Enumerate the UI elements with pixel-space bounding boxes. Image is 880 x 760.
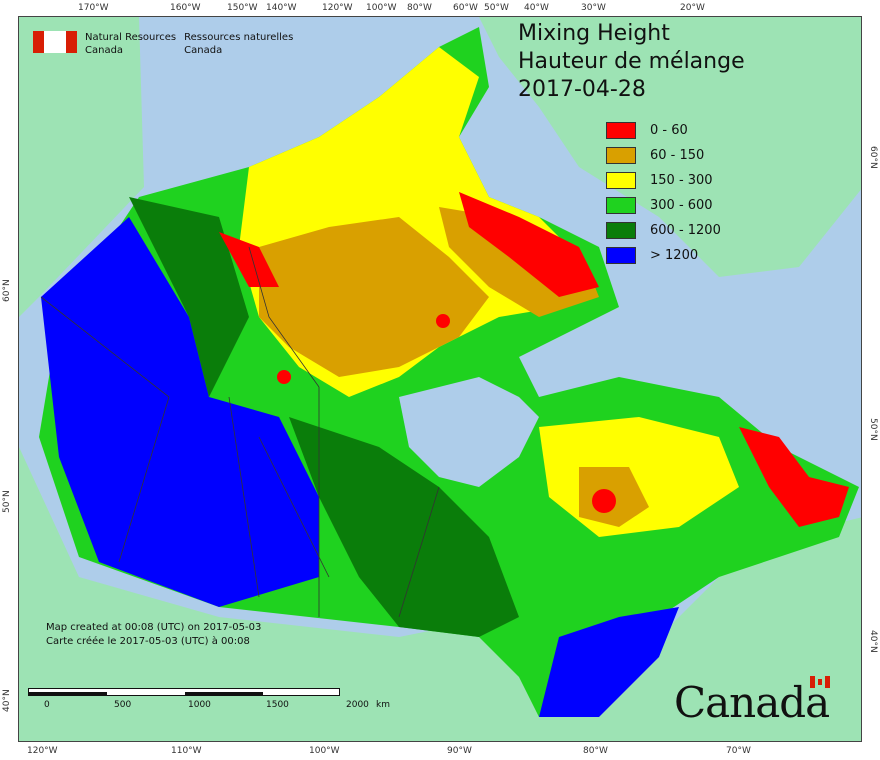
- legend-swatch: [606, 122, 636, 139]
- agency-name-en: Natural Resources Canada: [85, 31, 176, 57]
- map-canvas: Natural Resources Canada Ressources natu…: [18, 16, 862, 742]
- tick-label: 100°W: [309, 746, 340, 756]
- scale-label: 1000: [188, 700, 211, 710]
- province-borders: [40, 246, 440, 618]
- tick-label: 60°N: [868, 146, 878, 169]
- greenland-land: [479, 17, 861, 277]
- darkgreen-zone-b: [289, 417, 519, 637]
- wordmark-flag-icon: [810, 676, 830, 688]
- legend-swatch: [606, 247, 636, 264]
- legend-label: 60 - 150: [650, 148, 705, 163]
- tick-label: 50°N: [868, 418, 878, 441]
- tick-label: 40°N: [2, 689, 12, 712]
- agency-name-fr: Ressources naturelles Canada: [184, 31, 293, 57]
- legend-swatch: [606, 172, 636, 189]
- tick-label: 60°N: [2, 279, 12, 302]
- legend-swatch: [606, 197, 636, 214]
- legend-label: 300 - 600: [650, 198, 713, 213]
- tick-label: 120°W: [27, 746, 58, 756]
- scale-label: 0: [44, 700, 50, 710]
- tick-label: 60°W: [453, 3, 478, 13]
- tick-label: 100°W: [366, 3, 397, 13]
- orange-zone-north: [259, 217, 489, 377]
- mixing-height-map: [19, 17, 861, 741]
- title-en: Mixing Height: [518, 21, 670, 46]
- tick-label: 170°W: [78, 3, 109, 13]
- blue-zone-east: [539, 607, 679, 717]
- agency-en-line2: Canada: [85, 45, 124, 56]
- usa-land: [19, 447, 861, 741]
- legend-label: > 1200: [650, 248, 699, 263]
- canada-wordmark: Canada: [674, 678, 830, 727]
- creation-note: Map created at 00:08 (UTC) on 2017-05-03…: [46, 621, 261, 649]
- red-spot: [592, 489, 616, 513]
- darkgreen-zone-a: [129, 197, 249, 397]
- tick-label: 80°W: [407, 3, 432, 13]
- scale-unit: km: [376, 700, 390, 710]
- red-spot: [436, 314, 450, 328]
- tick-label: 160°W: [170, 3, 201, 13]
- title-fr: Hauteur de mélange: [518, 49, 745, 74]
- scale-label: 500: [114, 700, 132, 710]
- legend-swatch: [606, 222, 636, 239]
- agency-fr-line2: Canada: [184, 45, 223, 56]
- scale-label: 1500: [266, 700, 289, 710]
- hudson-bay: [399, 377, 539, 487]
- agency-fr-line1: Ressources naturelles: [184, 32, 294, 43]
- tick-label: 20°W: [680, 3, 705, 13]
- red-zone-baffin: [459, 192, 599, 297]
- tick-label: 30°W: [581, 3, 606, 13]
- tick-label: 80°W: [583, 746, 608, 756]
- tick-label: 110°W: [171, 746, 202, 756]
- red-spot: [277, 370, 291, 384]
- map-title: Mixing Height Hauteur de mélange 2017-04…: [518, 20, 745, 104]
- scale-bar-graphic: [28, 688, 340, 696]
- title-date: 2017-04-28: [518, 77, 646, 102]
- legend-label: 600 - 1200: [650, 223, 721, 238]
- tick-label: 120°W: [322, 3, 353, 13]
- canada-flag-icon: [33, 31, 77, 53]
- tick-label: 90°W: [447, 746, 472, 756]
- legend-item: 60 - 150: [606, 143, 721, 168]
- tick-label: 150°W: [227, 3, 258, 13]
- legend-item: 150 - 300: [606, 168, 721, 193]
- creation-note-fr: Carte créée le 2017-05-03 (UTC) à 00:08: [46, 636, 250, 647]
- alaska-land: [19, 17, 144, 317]
- agency-logo: Natural Resources Canada Ressources natu…: [33, 31, 293, 57]
- tick-label: 40°N: [868, 630, 878, 653]
- scale-bar: 0 500 1000 1500 2000 km: [28, 688, 390, 710]
- legend-swatch: [606, 147, 636, 164]
- legend-item: 600 - 1200: [606, 218, 721, 243]
- legend-item: 300 - 600: [606, 193, 721, 218]
- scale-label: 2000: [346, 700, 369, 710]
- legend-label: 150 - 300: [650, 173, 713, 188]
- red-zone-north: [219, 232, 279, 287]
- tick-label: 140°W: [266, 3, 297, 13]
- legend-item: > 1200: [606, 243, 721, 268]
- creation-note-en: Map created at 00:08 (UTC) on 2017-05-03: [46, 622, 262, 633]
- agency-en-line1: Natural Resources: [85, 32, 177, 43]
- red-zone-labrador: [739, 427, 849, 527]
- tick-label: 70°W: [726, 746, 751, 756]
- blue-zone-west: [41, 217, 319, 607]
- tick-label: 50°N: [2, 490, 12, 513]
- legend-item: 0 - 60: [606, 118, 721, 143]
- tick-label: 40°W: [524, 3, 549, 13]
- legend-label: 0 - 60: [650, 123, 688, 138]
- tick-label: 50°W: [484, 3, 509, 13]
- legend: 0 - 60 60 - 150 150 - 300 300 - 600 600 …: [606, 118, 721, 268]
